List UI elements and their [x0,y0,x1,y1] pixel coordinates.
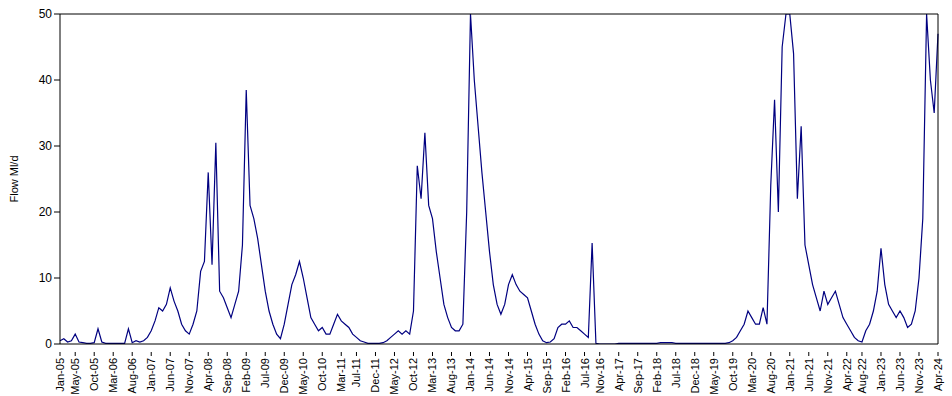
svg-text:Oct-19: Oct-19 [727,358,739,391]
svg-text:Apr-24: Apr-24 [932,358,944,391]
svg-text:Aug-06: Aug-06 [126,358,138,393]
svg-text:Sep-08: Sep-08 [221,358,233,393]
svg-text:Nov-14: Nov-14 [503,358,515,393]
svg-text:Mar-06: Mar-06 [107,358,119,393]
svg-text:0: 0 [45,337,52,351]
svg-text:Oct-10: Oct-10 [316,358,328,391]
svg-text:Jun-21: Jun-21 [803,358,815,392]
svg-text:Oct-12: Oct-12 [407,358,419,391]
svg-text:50: 50 [39,7,53,21]
svg-text:Jan-07: Jan-07 [145,358,157,392]
svg-text:Nov-07: Nov-07 [183,358,195,393]
svg-text:Dec-09: Dec-09 [278,358,290,393]
svg-text:May-10: May-10 [297,358,309,395]
svg-text:Jul-09: Jul-09 [259,358,271,388]
svg-text:Flow Ml/d: Flow Ml/d [8,155,20,202]
svg-text:Jan-23: Jan-23 [875,358,887,392]
svg-text:Jan-05: Jan-05 [54,358,66,392]
svg-text:40: 40 [39,73,53,87]
svg-text:Mar-13: Mar-13 [426,358,438,393]
svg-text:30: 30 [39,139,53,153]
svg-text:Apr-17: Apr-17 [613,358,625,391]
svg-text:Aug-20: Aug-20 [765,358,777,393]
svg-text:Nov-23: Nov-23 [913,358,925,393]
svg-text:Jun-23: Jun-23 [894,358,906,392]
svg-text:Sep-15: Sep-15 [541,358,553,393]
svg-text:Feb-18: Feb-18 [651,358,663,393]
svg-text:May-12: May-12 [388,358,400,395]
svg-text:Jun-07: Jun-07 [164,358,176,392]
svg-text:Apr-08: Apr-08 [202,358,214,391]
svg-text:May-19: May-19 [708,358,720,395]
svg-text:Jun-14: Jun-14 [483,358,495,392]
svg-text:Sep-17: Sep-17 [632,358,644,393]
svg-text:Dec-18: Dec-18 [689,358,701,393]
svg-text:Nov-21: Nov-21 [822,358,834,393]
svg-text:Jan-21: Jan-21 [784,358,796,392]
svg-text:Aug-13: Aug-13 [445,358,457,393]
svg-text:Jan-14: Jan-14 [464,358,476,392]
svg-text:Nov-16: Nov-16 [594,358,606,393]
svg-text:Jul-18: Jul-18 [670,358,682,388]
svg-text:Mar-20: Mar-20 [746,358,758,393]
svg-text:Jul-11: Jul-11 [350,358,362,387]
svg-text:Aug-22: Aug-22 [856,358,868,393]
svg-text:Apr-22: Apr-22 [841,358,853,391]
svg-text:Feb-16: Feb-16 [560,358,572,393]
svg-text:Dec-11: Dec-11 [369,358,381,393]
svg-text:20: 20 [39,205,53,219]
svg-text:Oct-05: Oct-05 [88,358,100,391]
svg-text:Jul-16: Jul-16 [579,358,591,388]
svg-text:Feb-09: Feb-09 [240,358,252,393]
svg-text:Apr-15: Apr-15 [522,358,534,391]
svg-text:May-05: May-05 [69,358,81,395]
svg-text:Mar-11: Mar-11 [335,358,347,392]
svg-text:10: 10 [39,271,53,285]
